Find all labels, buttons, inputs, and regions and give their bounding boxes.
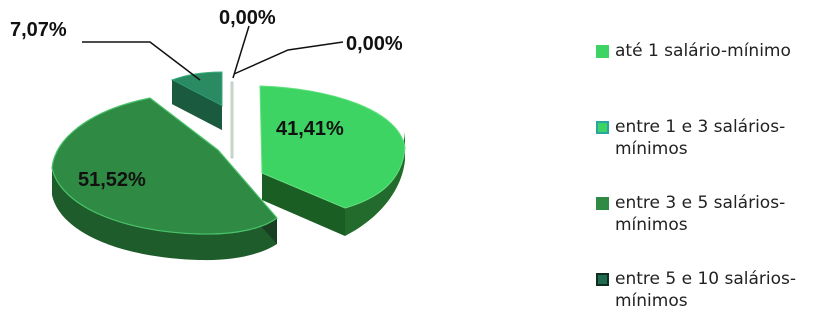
slice-0-00-a (230, 81, 234, 159)
leader-line-0-00-top (232, 25, 250, 79)
legend-swatch (596, 121, 609, 134)
legend-item-5-10: entre 5 e 10 salários- mínimos (596, 268, 827, 312)
legend-swatch (596, 273, 609, 286)
legend-label: entre 1 e 3 salários- mínimos (615, 117, 786, 159)
slice-7-07 (170, 71, 223, 107)
legend-item-1-3: entre 1 e 3 salários- mínimos (596, 116, 827, 160)
data-label-0-00-top: 0,00% (219, 7, 276, 29)
legend-label: entre 5 e 10 salários- mínimos (615, 269, 797, 311)
legend-swatch (596, 197, 609, 210)
legend-item-ate-1: até 1 salário-mínimo (596, 40, 827, 62)
legend-swatch (596, 45, 609, 58)
leader-line-7-07 (82, 41, 201, 81)
legend-label: entre 3 e 5 salários- mínimos (615, 193, 786, 235)
slice-41-41-side (262, 132, 405, 236)
legend-label: até 1 salário-mínimo (615, 41, 791, 61)
data-label-7-07: 7,07% (10, 19, 67, 41)
pie-chart: 7,07% 0,00% 0,00% 41,41% 51,52% (10, 7, 406, 261)
legend-item-3-5: entre 3 e 5 salários- mínimos (596, 192, 827, 236)
leader-line-0-00-right (233, 41, 344, 75)
slice-51-52 (51, 97, 278, 235)
slice-41-41 (259, 85, 406, 209)
data-label-41-41: 41,41% (276, 118, 344, 140)
data-label-0-00-right: 0,00% (346, 33, 403, 55)
data-label-51-52: 51,52% (78, 169, 146, 191)
